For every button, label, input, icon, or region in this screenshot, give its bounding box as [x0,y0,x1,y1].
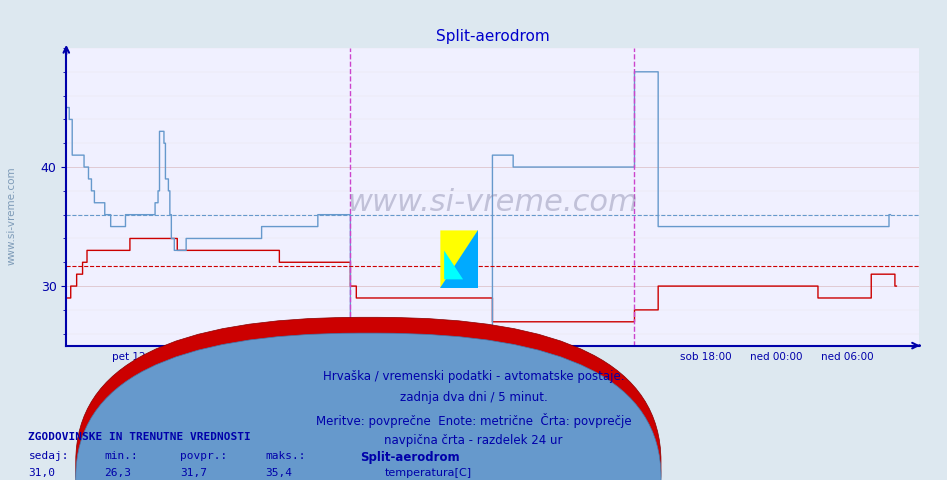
Text: temperatura[C]: temperatura[C] [384,468,472,478]
Text: ned 06:00: ned 06:00 [821,351,874,361]
Text: 31,0: 31,0 [28,468,56,478]
Text: Split-aerodrom: Split-aerodrom [360,451,459,464]
Text: 26,3: 26,3 [104,468,132,478]
Polygon shape [444,251,463,279]
Text: pet 18:00: pet 18:00 [254,351,305,361]
Text: zadnja dva dni / 5 minut.: zadnja dva dni / 5 minut. [400,391,547,404]
Text: maks.:: maks.: [265,451,306,461]
Text: ned 00:00: ned 00:00 [750,351,803,361]
Text: min.:: min.: [104,451,138,461]
Text: sob 18:00: sob 18:00 [680,351,731,361]
Text: ZGODOVINSKE IN TRENUTNE VREDNOSTI: ZGODOVINSKE IN TRENUTNE VREDNOSTI [28,432,251,442]
Text: navpična črta - razdelek 24 ur: navpična črta - razdelek 24 ur [384,434,563,447]
Title: Split-aerodrom: Split-aerodrom [436,29,549,44]
Polygon shape [440,230,478,288]
Text: 35,4: 35,4 [265,468,293,478]
Text: pet 12:00: pet 12:00 [112,351,163,361]
Text: sob 12:00: sob 12:00 [538,351,589,361]
Text: 31,7: 31,7 [180,468,207,478]
Text: sob 06:00: sob 06:00 [467,351,518,361]
Text: sob 00:00: sob 00:00 [396,351,447,361]
Text: Meritve: povprečne  Enote: metrične  Črta: povprečje: Meritve: povprečne Enote: metrične Črta:… [315,413,632,428]
Text: Hrvaška / vremenski podatki - avtomatske postaje.: Hrvaška / vremenski podatki - avtomatske… [323,370,624,383]
Polygon shape [440,230,478,288]
Text: www.si-vreme.com: www.si-vreme.com [347,188,638,217]
Text: www.si-vreme.com: www.si-vreme.com [7,167,16,265]
Text: povpr.:: povpr.: [180,451,227,461]
Text: sedaj:: sedaj: [28,451,69,461]
